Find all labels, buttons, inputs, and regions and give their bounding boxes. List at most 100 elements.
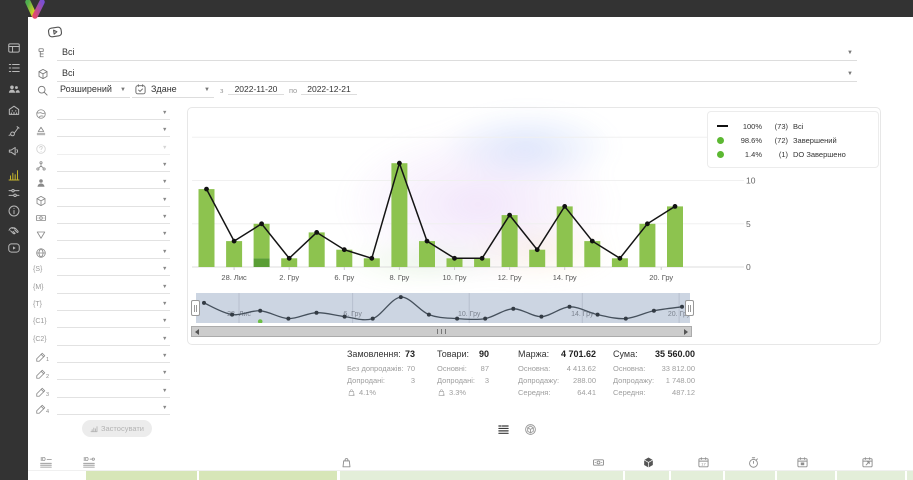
navigator-left-handle[interactable]	[191, 300, 200, 316]
orders-chart[interactable]: 0 5 10 28. Лис 2. Гру 6. Гру 8. Гру 10. Гру 12. …	[188, 108, 880, 342]
chevron-down-icon[interactable]: ▼	[162, 318, 168, 325]
chevron-down-icon[interactable]: ▼	[162, 370, 168, 377]
filter-row-money[interactable]: ▼	[0, 211, 185, 228]
line-point[interactable]	[397, 160, 402, 166]
line-point[interactable]	[617, 255, 623, 261]
bar-completed[interactable]	[419, 241, 435, 268]
navigator-right-handle[interactable]	[685, 300, 694, 316]
date-from-input[interactable]: 2022-11-20	[228, 84, 284, 95]
filter-row-var-T[interactable]: {T} ▼	[0, 298, 185, 315]
bar-completed[interactable]	[584, 241, 601, 268]
line-point[interactable]	[507, 212, 512, 218]
sidebar-item-chart-icon[interactable]	[0, 167, 28, 183]
filter-row-sitemap[interactable]: ▼	[0, 159, 185, 176]
filter-select[interactable]	[57, 413, 170, 415]
sidebar-item-trolley-icon[interactable]	[0, 123, 28, 139]
column-header-package-dark[interactable]	[642, 456, 655, 469]
table-row-cell[interactable]	[340, 471, 623, 480]
date-type-value[interactable]: Здане	[151, 84, 177, 94]
scrollbar-thumb[interactable]	[202, 329, 681, 334]
table-row-cell[interactable]	[625, 471, 669, 480]
date-to-input[interactable]: 2022-12-21	[301, 84, 357, 95]
filter-row-pencil[interactable]: 1 ▼	[0, 350, 185, 367]
sidebar-item-info-icon[interactable]	[0, 203, 28, 219]
chevron-down-icon[interactable]: ▼	[847, 71, 853, 77]
view-toggle-list-view[interactable]	[495, 421, 511, 437]
sidebar-item-dashboard-icon[interactable]	[0, 40, 28, 56]
bar-completed[interactable]	[446, 258, 463, 267]
filter-select[interactable]	[57, 136, 170, 138]
filter-row-package[interactable]: ▼	[0, 194, 185, 211]
filter-select[interactable]	[57, 257, 170, 259]
bar-completed[interactable]	[529, 249, 546, 267]
filter-select[interactable]	[57, 361, 170, 363]
chevron-down-icon[interactable]: ▼	[162, 300, 168, 307]
line-point[interactable]	[589, 238, 595, 244]
line-point[interactable]	[534, 247, 540, 253]
chevron-down-icon[interactable]: ▼	[162, 283, 168, 290]
filter-row-pencil[interactable]: 4 ▼	[0, 402, 185, 419]
bar-completed[interactable]	[336, 249, 353, 267]
chevron-down-icon[interactable]: ▼	[120, 87, 126, 93]
bar-completed[interactable]	[501, 215, 518, 267]
sidebar-item-sliders-icon[interactable]	[0, 185, 28, 201]
line-point[interactable]	[562, 204, 568, 209]
filter-select[interactable]	[57, 205, 170, 207]
bar-completed[interactable]	[281, 258, 298, 267]
line-point[interactable]	[479, 255, 485, 261]
bars-group[interactable]	[198, 163, 684, 268]
bar-completed[interactable]	[391, 163, 408, 267]
bar-completed[interactable]	[667, 206, 683, 267]
line-point[interactable]	[645, 221, 650, 227]
search-mode-select[interactable]	[57, 85, 130, 98]
product-filter-select[interactable]	[57, 69, 857, 82]
table-row-cell[interactable]	[907, 471, 913, 480]
filter-select[interactable]	[57, 171, 170, 173]
filter-row-world[interactable]: ▼	[0, 107, 185, 124]
navigator-scrollbar[interactable]	[191, 326, 692, 337]
product-filter-value[interactable]: Всі	[62, 68, 75, 78]
line-point[interactable]	[231, 238, 237, 244]
chevron-down-icon[interactable]: ▼	[162, 387, 168, 394]
scroll-right-arrow[interactable]	[681, 327, 691, 336]
sidebar-item-users-icon[interactable]	[0, 81, 28, 97]
column-header-id-equals[interactable]: ID	[40, 456, 53, 469]
range-navigator[interactable]: 28. Лис 6. Гру 10. Гру 14. Гру 20. Гру	[191, 293, 694, 324]
chevron-down-icon[interactable]: ▼	[162, 196, 168, 203]
bar-completed[interactable]	[308, 232, 325, 267]
filter-row-globe[interactable]: ▼	[0, 246, 185, 263]
sidebar-item-handshake-icon[interactable]	[0, 222, 28, 238]
column-header-timer[interactable]	[747, 456, 760, 469]
filter-select[interactable]	[57, 240, 170, 242]
filter-select[interactable]	[57, 275, 170, 277]
table-row-cell[interactable]	[199, 471, 337, 480]
chevron-down-icon[interactable]: ▼	[162, 266, 168, 273]
legend-item-DO Завершено[interactable]: 1.4% (1) DO Завершено	[717, 147, 869, 161]
date-type-select[interactable]	[132, 85, 214, 98]
table-row-cell[interactable]	[777, 471, 835, 480]
line-point[interactable]	[314, 230, 320, 235]
filter-row-pencil[interactable]: 2 ▼	[0, 367, 185, 384]
table-row-cell[interactable]	[86, 471, 197, 480]
total-line[interactable]	[205, 160, 676, 260]
filter-select[interactable]	[57, 153, 170, 155]
chevron-down-icon[interactable]: ▼	[162, 162, 168, 169]
chevron-down-icon[interactable]: ▼	[162, 179, 168, 186]
bar-completed[interactable]	[611, 258, 628, 267]
filter-row-var-M[interactable]: {M} ▼	[0, 281, 185, 298]
chevron-down-icon[interactable]: ▼	[162, 144, 168, 151]
bar-completed[interactable]	[198, 189, 215, 267]
column-header-calendar-export[interactable]	[861, 456, 874, 469]
filter-row-funnel[interactable]: ▼	[0, 228, 185, 245]
column-header-id-o[interactable]: ID	[83, 456, 96, 469]
source-filter-select[interactable]	[57, 48, 857, 61]
bar-do-completed[interactable]	[253, 258, 270, 267]
sidebar-item-video-icon[interactable]	[0, 240, 28, 256]
video-hint-button[interactable]	[46, 23, 64, 41]
filter-select[interactable]	[57, 379, 170, 381]
scroll-left-arrow[interactable]	[192, 327, 202, 336]
table-row-cell[interactable]	[837, 471, 905, 480]
filter-row-person[interactable]: ▼	[0, 176, 185, 193]
line-point[interactable]	[452, 255, 457, 261]
bar-completed[interactable]	[226, 241, 243, 268]
